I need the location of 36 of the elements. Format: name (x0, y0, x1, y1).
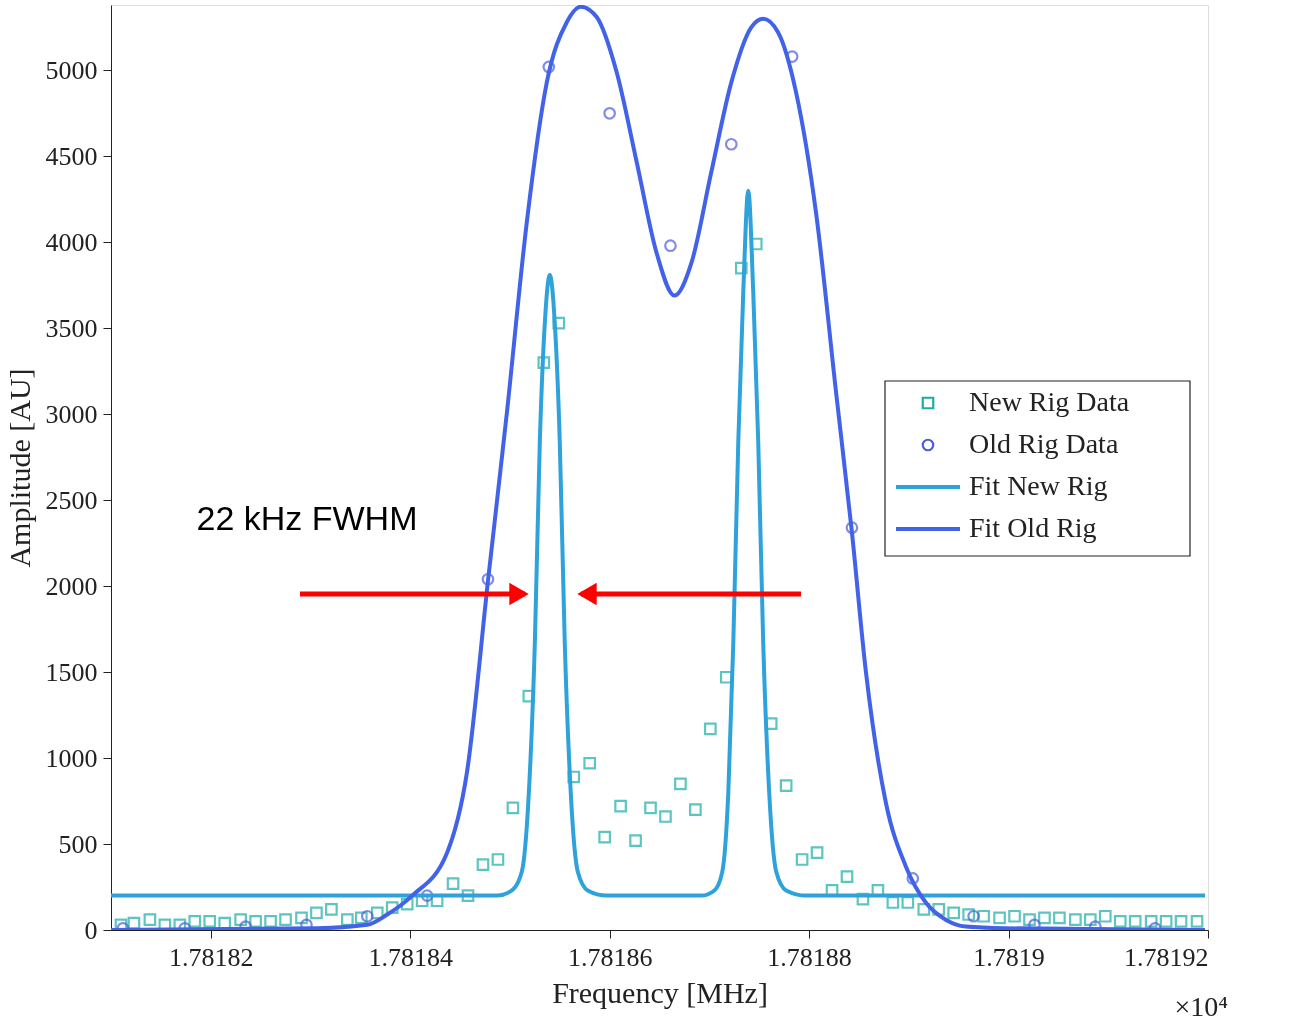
point (845, 521, 859, 535)
point (481, 572, 495, 586)
point (360, 909, 374, 923)
annotation: 22 kHz FWHM (196, 499, 418, 537)
y-tick-label: 1500 (45, 657, 98, 687)
y-tick-label: 3000 (45, 399, 98, 429)
x-tick-label: 1.78182 (168, 942, 254, 972)
x-axis-title: Frequency [MHz] (552, 975, 768, 1009)
y-tick-label: 3500 (45, 313, 98, 343)
point (420, 889, 434, 902)
point (724, 137, 738, 151)
x-tick-label: 1.7819 (973, 942, 1045, 972)
x-tick-label: 1.78192 (1124, 942, 1209, 972)
x-tick-label: 1.78186 (567, 942, 653, 972)
y-tick-label: 4000 (45, 227, 98, 257)
y-tick-label: 1000 (45, 743, 98, 773)
point (664, 239, 677, 253)
x-tick-label: 1.78188 (767, 942, 852, 972)
y-axis-title: Amplitude [AU] (2, 368, 36, 568)
legend-label: New Rig Data (969, 386, 1130, 417)
y-tick-label: 2000 (45, 571, 98, 601)
point (1088, 920, 1102, 930)
text: ×10⁴ (1174, 991, 1228, 1022)
point (603, 106, 616, 120)
point (967, 909, 980, 923)
legend-label: Fit Old Rig (969, 512, 1097, 543)
y-tick-label: 500 (58, 829, 98, 859)
y-tick-label: 4500 (45, 141, 98, 171)
x-tick-label: 1.78184 (368, 942, 453, 972)
legend-label: Fit New Rig (969, 470, 1108, 501)
point (906, 872, 920, 885)
y-tick-label: 0 (84, 915, 98, 945)
y-tick-label: 2500 (45, 485, 98, 515)
legend-label: Old Rig Data (969, 428, 1119, 459)
point (542, 60, 556, 74)
y-tick-label: 5000 (45, 55, 98, 85)
